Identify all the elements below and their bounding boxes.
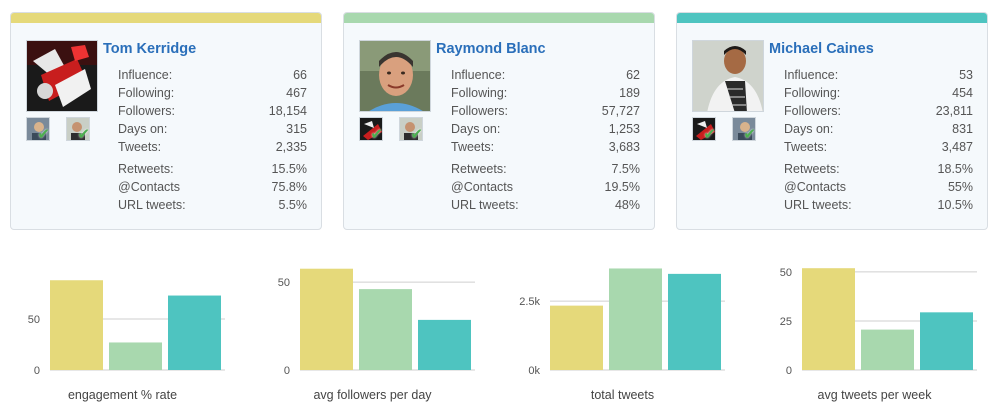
profile-stats: Influence: 66 Following: 467 Followers: 18,… — [118, 66, 307, 156]
bar-tom-kerridge[interactable] — [802, 268, 855, 370]
profile-stats: Influence: 53 Following: 454 Followers: 23,… — [784, 66, 973, 156]
follower-avatar[interactable]: ✔ — [359, 117, 383, 141]
stat-row: Tweets: 2,335 — [118, 140, 307, 154]
bar-tom-kerridge[interactable] — [50, 280, 103, 370]
check-icon: ✔ — [37, 126, 50, 141]
stat-row: Following: 189 — [451, 86, 640, 100]
card-color-bar — [677, 13, 987, 23]
ratio-row: Retweets: 7.5% — [451, 162, 640, 176]
stat-row: Days on: 315 — [118, 122, 307, 136]
avatar[interactable] — [359, 40, 431, 112]
profile-name[interactable]: Tom Kerridge — [103, 41, 197, 57]
y-tick-label: 50 — [780, 267, 792, 279]
follower-avatar[interactable]: ✔ — [692, 117, 716, 141]
y-tick-label: 50 — [28, 314, 40, 326]
check-icon: ✔ — [743, 126, 756, 141]
stat-row: Tweets: 3,487 — [784, 140, 973, 154]
stat-row: Influence: 66 — [118, 68, 307, 82]
y-tick-label: 50 — [278, 277, 290, 289]
chart-plot: 0 50 — [28, 280, 225, 377]
chart-total-tweets: 0k 2.5k total tweets — [500, 248, 745, 412]
ratio-row: Retweets: 15.5% — [118, 162, 307, 176]
stat-row: Followers: 23,811 — [784, 104, 973, 118]
ratio-row: URL tweets: 10.5% — [784, 198, 973, 212]
follower-avatar[interactable]: ✔ — [66, 117, 90, 141]
bar-michael-caines[interactable] — [920, 312, 973, 370]
card-color-bar — [344, 13, 654, 23]
chart-plot: 0 50 — [278, 268, 475, 377]
y-tick-label: 0k — [528, 365, 540, 377]
chart-title: engagement % rate — [67, 388, 178, 402]
check-icon: ✔ — [410, 126, 423, 141]
profile-stats: Influence: 62 Following: 189 Followers: 57,… — [451, 66, 640, 156]
avatar[interactable] — [692, 40, 764, 112]
ratio-row: @Contacts 19.5% — [451, 180, 640, 194]
chart-title: total tweets — [590, 388, 655, 402]
card-color-bar — [11, 13, 321, 23]
stat-row: Days on: 831 — [784, 122, 973, 136]
chart-avg-tweets-per-week: 0 25 50 avg tweets per week — [752, 248, 997, 412]
avatar[interactable] — [26, 40, 98, 112]
y-tick-label: 0 — [284, 365, 290, 377]
ratio-row: URL tweets: 48% — [451, 198, 640, 212]
chart-avg-followers-per-day: 0 50 avg followers per day — [250, 248, 495, 412]
bar-raymond-blanc[interactable] — [609, 268, 662, 370]
bar-tom-kerridge[interactable] — [550, 305, 603, 370]
ratio-row: Retweets: 18.5% — [784, 162, 973, 176]
profile-card-tom-kerridge: Tom Kerridge ✔ ✔ Influence: 66 Following:… — [10, 12, 322, 230]
stat-row: Followers: 57,727 — [451, 104, 640, 118]
chart-plot: 0 25 50 — [780, 267, 977, 377]
chart-title: avg followers per day — [313, 388, 432, 402]
bar-michael-caines[interactable] — [168, 295, 221, 370]
profile-name[interactable]: Raymond Blanc — [436, 41, 546, 57]
chart-plot: 0k 2.5k — [519, 268, 725, 377]
stat-row: Following: 467 — [118, 86, 307, 100]
follower-avatar[interactable]: ✔ — [26, 117, 50, 141]
bar-raymond-blanc[interactable] — [109, 342, 162, 370]
stat-row: Days on: 1,253 — [451, 122, 640, 136]
ratio-row: URL tweets: 5.5% — [118, 198, 307, 212]
profile-ratios: Retweets: 18.5% @Contacts 55% URL tweets: 1… — [784, 160, 973, 214]
bar-michael-caines[interactable] — [418, 319, 471, 370]
check-icon: ✔ — [77, 126, 90, 141]
check-icon: ✔ — [370, 126, 383, 141]
profile-card-raymond-blanc: Raymond Blanc ✔ ✔ Influence: 62 Following… — [343, 12, 655, 230]
follower-avatar[interactable]: ✔ — [732, 117, 756, 141]
stat-row: Influence: 62 — [451, 68, 640, 82]
bar-michael-caines[interactable] — [668, 273, 721, 370]
bar-raymond-blanc[interactable] — [861, 329, 914, 370]
ratio-row: @Contacts 55% — [784, 180, 973, 194]
profile-card-michael-caines: Michael Caines ✔ ✔ Influence: 53 Followin… — [676, 12, 988, 230]
stat-row: Tweets: 3,683 — [451, 140, 640, 154]
stat-row: Influence: 53 — [784, 68, 973, 82]
chart-title: avg tweets per week — [817, 388, 932, 402]
bar-tom-kerridge[interactable] — [300, 268, 353, 370]
y-tick-label: 0 — [786, 365, 792, 377]
y-tick-label: 25 — [780, 316, 792, 328]
chart-engagement-rate: 0 50 engagement % rate — [0, 248, 245, 412]
profile-ratios: Retweets: 15.5% @Contacts 75.8% URL tweets… — [118, 160, 307, 214]
stat-row: Following: 454 — [784, 86, 973, 100]
ratio-row: @Contacts 75.8% — [118, 180, 307, 194]
follower-avatar[interactable]: ✔ — [399, 117, 423, 141]
bar-raymond-blanc[interactable] — [359, 289, 412, 370]
y-tick-label: 0 — [34, 365, 40, 377]
profile-ratios: Retweets: 7.5% @Contacts 19.5% URL tweets:… — [451, 160, 640, 214]
stat-row: Followers: 18,154 — [118, 104, 307, 118]
check-icon: ✔ — [703, 126, 716, 141]
profile-name[interactable]: Michael Caines — [769, 41, 874, 57]
y-tick-label: 2.5k — [519, 296, 540, 308]
